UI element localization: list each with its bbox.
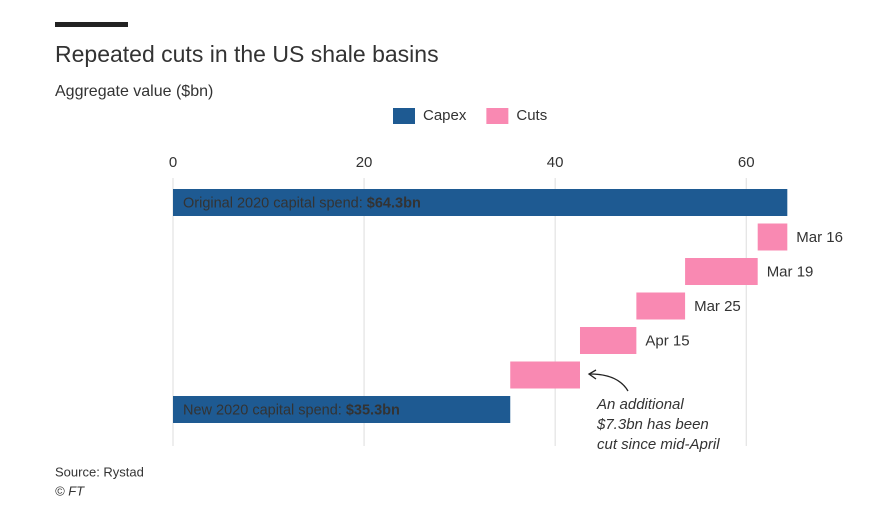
capex-bar — [173, 396, 511, 423]
chart-title: Repeated cuts in the US shale basins — [55, 41, 439, 67]
source: Source: Rystad — [55, 464, 144, 479]
cut-label: Apr 15 — [645, 332, 689, 349]
bar-label: New 2020 capital spend: $35.3bn — [183, 402, 400, 418]
cut-label: Mar 25 — [694, 298, 741, 315]
x-tick-label: 20 — [356, 154, 373, 171]
cut-label: Mar 16 — [796, 229, 843, 246]
category-label: Original 2020 capital spend: — [183, 195, 363, 211]
cut-bar — [757, 223, 788, 251]
cut-bar — [636, 292, 686, 320]
title-rule — [55, 22, 128, 27]
x-tick-label: 0 — [169, 154, 177, 171]
annotation-arrowhead — [587, 369, 597, 380]
annotation: $7.3bn has been — [596, 416, 709, 433]
x-tick-label: 40 — [547, 154, 564, 171]
cut-bar — [579, 327, 637, 354]
annotation: cut since mid-April — [597, 436, 720, 453]
annotation: An additional — [596, 396, 684, 413]
x-tick-label: 60 — [738, 154, 755, 171]
chart-subtitle: Aggregate value ($bn) — [55, 83, 213, 100]
legend-label: Cuts — [516, 107, 547, 124]
annotation-arrow — [589, 373, 629, 392]
cut-bar — [510, 361, 580, 389]
credit: © FT — [55, 483, 85, 498]
value-label: $64.3bn — [367, 195, 421, 211]
bar-label: Original 2020 capital spend: $64.3bn — [183, 195, 421, 211]
capex-bar — [173, 189, 788, 216]
category-label: New 2020 capital spend: — [183, 402, 342, 418]
cut-bar — [685, 258, 758, 285]
cut-label: Mar 19 — [767, 263, 814, 280]
legend-label: Capex — [423, 107, 467, 124]
legend-swatch — [486, 108, 509, 124]
legend-swatch — [393, 108, 415, 124]
value-label: $35.3bn — [346, 402, 400, 418]
